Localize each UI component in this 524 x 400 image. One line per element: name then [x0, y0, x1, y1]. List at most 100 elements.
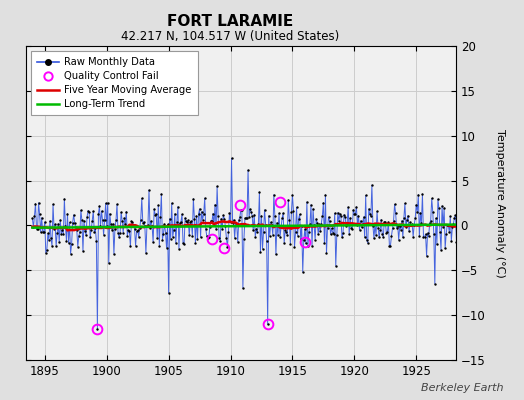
Point [395, 237, 403, 243]
Point [378, 230, 386, 237]
Point [104, 200, 112, 206]
Point [268, 222, 276, 228]
Point [146, 225, 154, 231]
Point [140, 223, 149, 230]
Point [307, 202, 315, 208]
Point [84, 208, 92, 214]
Point [274, 232, 282, 238]
Point [448, 224, 456, 231]
Point [305, 228, 313, 235]
Point [457, 200, 466, 206]
Point [403, 216, 411, 223]
Point [444, 222, 452, 228]
Point [450, 215, 458, 221]
Point [325, 218, 334, 224]
Point [88, 218, 96, 224]
Point [427, 217, 435, 224]
Point [342, 222, 350, 229]
Point [139, 218, 148, 225]
Point [438, 203, 446, 209]
Point [278, 215, 286, 221]
Point [320, 240, 329, 246]
Point [73, 244, 82, 250]
Point [324, 214, 333, 220]
Point [45, 237, 53, 243]
Point [346, 214, 354, 221]
Point [130, 226, 139, 232]
Point [204, 235, 212, 241]
Point [100, 232, 108, 238]
Point [29, 224, 38, 231]
Point [358, 221, 367, 227]
Point [144, 221, 152, 228]
Point [390, 201, 399, 208]
Point [133, 228, 141, 235]
Point [193, 236, 202, 243]
Point [300, 237, 308, 243]
Point [362, 192, 370, 198]
Point [392, 224, 401, 231]
Point [172, 240, 180, 246]
Point [367, 213, 375, 220]
Text: Berkeley Earth: Berkeley Earth [421, 383, 503, 393]
Point [314, 231, 322, 237]
Point [384, 219, 392, 225]
Text: 42.217 N, 104.517 W (United States): 42.217 N, 104.517 W (United States) [122, 30, 340, 43]
Point [414, 191, 422, 198]
Point [195, 206, 204, 212]
Point [38, 214, 46, 221]
Point [217, 215, 225, 222]
Point [355, 227, 364, 233]
Point [259, 229, 268, 236]
Point [99, 217, 107, 224]
Point [179, 240, 187, 246]
Point [388, 225, 397, 232]
Point [81, 228, 89, 234]
Point [119, 230, 127, 236]
Point [56, 217, 64, 223]
Point [420, 234, 429, 241]
Point [224, 229, 233, 235]
Point [359, 214, 368, 220]
Point [239, 285, 247, 292]
Point [110, 251, 118, 257]
Point [301, 226, 309, 232]
Point [167, 236, 175, 242]
Point [351, 210, 359, 217]
Point [404, 212, 412, 219]
Point [170, 227, 178, 233]
Point [252, 226, 260, 232]
Point [114, 230, 122, 236]
Point [335, 218, 343, 224]
Point [93, 326, 102, 332]
Point [349, 206, 357, 213]
Point [382, 230, 390, 236]
Point [326, 231, 335, 238]
Point [237, 207, 245, 213]
Point [174, 245, 183, 252]
Point [190, 216, 199, 222]
Point [202, 226, 210, 232]
Point [169, 234, 177, 240]
Point [32, 226, 41, 232]
Point [72, 226, 81, 233]
Point [281, 227, 289, 234]
Point [209, 210, 217, 217]
Point [416, 210, 424, 216]
Point [265, 212, 273, 219]
Point [452, 238, 461, 245]
Point [185, 232, 193, 238]
Point [399, 234, 407, 240]
Point [460, 205, 468, 212]
Point [424, 233, 433, 240]
Point [189, 196, 198, 202]
Point [102, 200, 110, 206]
Point [113, 201, 121, 208]
Point [150, 206, 158, 212]
Point [124, 227, 133, 233]
Point [79, 248, 87, 254]
Point [321, 192, 330, 198]
Point [303, 199, 311, 205]
Point [211, 201, 219, 208]
Point [347, 225, 355, 232]
